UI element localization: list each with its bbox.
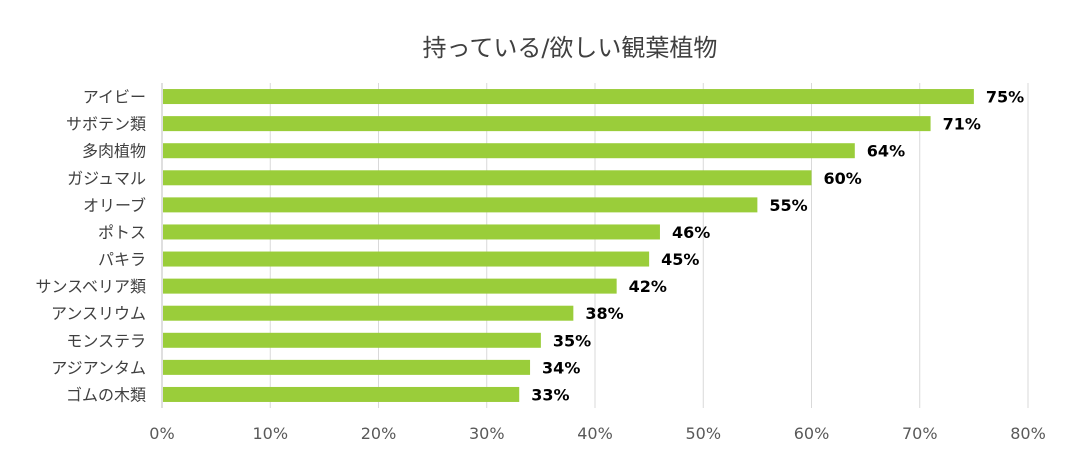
data-label: 64% (867, 142, 905, 161)
category-label: ガジュマル (67, 169, 146, 188)
data-label: 45% (661, 250, 699, 269)
data-label: 34% (542, 358, 580, 377)
bar (163, 386, 520, 402)
x-tick-label: 10% (252, 424, 288, 443)
category-label: サンスベリア類 (35, 277, 146, 296)
category-label: アイビー (83, 88, 146, 107)
x-tick-label: 50% (685, 424, 721, 443)
bar (163, 143, 855, 159)
category-label: 多肉植物 (82, 142, 146, 161)
bar (163, 278, 617, 294)
bar (163, 224, 660, 240)
bar (163, 116, 931, 132)
category-label: アンスリウム (51, 304, 146, 323)
x-tick-label: 40% (577, 424, 613, 443)
data-label: 60% (824, 169, 862, 188)
category-label: アジアンタム (51, 358, 146, 377)
data-label: 35% (553, 331, 591, 350)
data-label: 71% (943, 115, 981, 134)
x-tick-label: 60% (794, 424, 830, 443)
data-label: 75% (986, 88, 1024, 107)
data-label: 46% (672, 223, 710, 242)
x-tick-label: 20% (361, 424, 397, 443)
category-label: サボテン類 (66, 115, 146, 134)
x-tick-label: 0% (149, 424, 174, 443)
x-tick-label: 30% (469, 424, 505, 443)
category-label: モンステラ (66, 331, 146, 350)
bar (163, 332, 541, 348)
data-label: 42% (629, 277, 667, 296)
bar (163, 197, 758, 213)
category-label: オリーブ (83, 196, 146, 215)
data-label: 55% (769, 196, 807, 215)
data-label: 33% (531, 385, 569, 404)
bar (163, 359, 531, 375)
category-label: ポトス (98, 223, 146, 242)
bar (163, 89, 974, 105)
bar (163, 251, 650, 267)
x-tick-label: 80% (1010, 424, 1046, 443)
bar (163, 305, 574, 321)
category-label: パキラ (98, 250, 146, 269)
bar (163, 170, 812, 186)
x-tick-label: 70% (902, 424, 938, 443)
data-label: 38% (585, 304, 623, 323)
chart-title: 持っている/欲しい観葉植物 (422, 34, 718, 62)
category-label: ゴムの木類 (66, 385, 146, 404)
